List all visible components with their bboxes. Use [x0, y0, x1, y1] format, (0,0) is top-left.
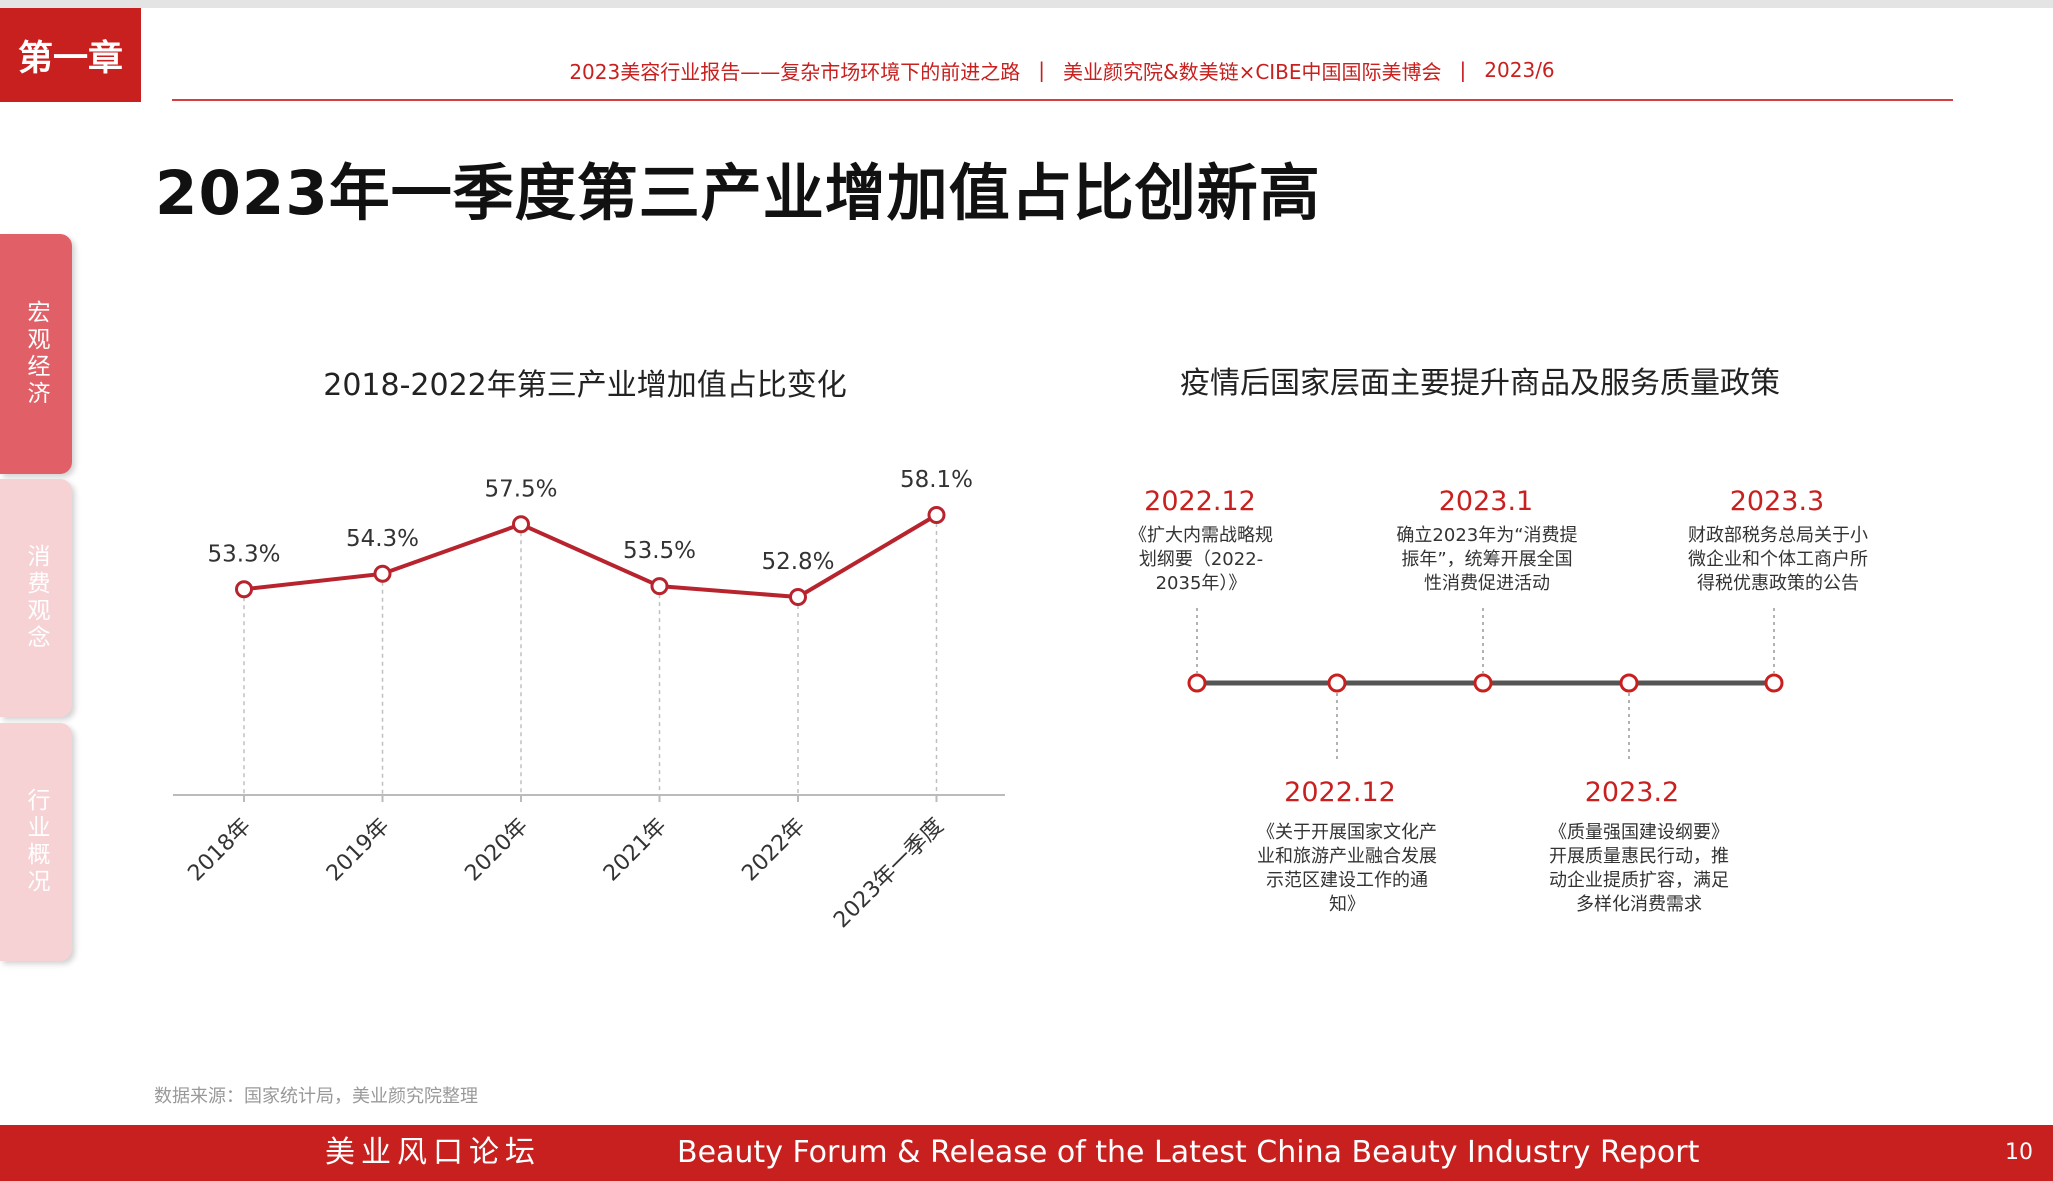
header-report: 2023美容行业报告——复杂市场环境下的前进之路 — [569, 59, 1021, 84]
timeline-description: 性消费促进活动 — [1424, 573, 1550, 594]
header-rule — [172, 99, 1953, 101]
timeline-date: 2023.1 — [1439, 486, 1533, 517]
header-separator: | — [1459, 58, 1467, 82]
top-strip — [0, 0, 2053, 8]
timeline-node — [1764, 673, 1784, 693]
timeline-description: 示范区建设工作的通 — [1266, 870, 1428, 891]
side-tab-industry-overview[interactable]: 行业概况 — [0, 723, 72, 961]
x-tick-label: 2020年 — [460, 814, 533, 887]
page-number: 10 — [2005, 1140, 2033, 1165]
data-point — [373, 564, 392, 583]
data-source-note: 数据来源：国家统计局，美业颜究院整理 — [154, 1086, 478, 1107]
x-tick-label: 2019年 — [322, 814, 395, 887]
timeline-description: 得税优惠政策的公告 — [1697, 573, 1859, 594]
timeline-description: 微企业和个体工商户所 — [1688, 549, 1868, 570]
data-label: 53.5% — [623, 538, 696, 564]
header-separator: | — [1038, 58, 1045, 82]
timeline-description: 动企业提质扩容，满足 — [1549, 870, 1729, 891]
timeline-node — [1619, 673, 1639, 693]
timeline-description: 确立2023年为“消费提 — [1396, 525, 1577, 546]
data-label: 57.5% — [484, 476, 557, 502]
timeline-description: 《关于开展国家文化产 — [1257, 822, 1437, 843]
header-org: 美业颜究院&数美链×CIBE中国国际美博会 — [1062, 59, 1442, 84]
footer-forum-name: 美业风口论坛 — [325, 1135, 541, 1170]
line-chart: 53.3% 2018年 54.3% 2019年 57.5% 2020年 53.5% 2021年… — [173, 467, 1005, 933]
timeline-node — [1327, 673, 1347, 693]
footer-english-title: Beauty Forum & Release of the Latest Chi… — [677, 1135, 1700, 1170]
page-title: 2023年一季度第三产业增加值占比创新高 — [155, 158, 1321, 229]
timeline-date: 2023.2 — [1585, 777, 1679, 808]
timeline-description: 业和旅游产业融合发展 — [1257, 846, 1437, 867]
timeline-description: 振年”，统筹开展全国 — [1401, 549, 1572, 570]
timeline-date: 2022.12 — [1284, 777, 1396, 808]
header-info: 2023美容行业报告——复杂市场环境下的前进之路 | 美业颜究院&数美链×CIB… — [172, 42, 1952, 98]
data-point — [789, 588, 807, 606]
timeline-description: 开展质量惠民行动，推 — [1549, 846, 1729, 867]
timeline-description: 2035年）》 — [1156, 573, 1247, 594]
data-point — [235, 580, 253, 599]
timeline-description: 多样化消费需求 — [1576, 894, 1702, 915]
data-point — [927, 506, 946, 524]
data-point — [650, 577, 669, 596]
timeline-title: 疫情后国家层面主要提升商品及服务质量政策 — [1180, 366, 1780, 401]
side-tab-macro-economy[interactable]: 宏观经济 — [0, 234, 72, 474]
x-tick-label: 2018年 — [183, 814, 256, 887]
timeline-node — [1187, 673, 1207, 693]
data-label: 52.8% — [761, 549, 834, 575]
timeline-description: 划纲要（2022- — [1139, 549, 1263, 570]
footer-bar: 美业风口论坛 Beauty Forum & Release of the Lat… — [0, 1125, 2053, 1181]
timeline-node — [1473, 673, 1493, 693]
x-tick-label: 2023年一季度 — [829, 814, 949, 934]
data-label: 54.3% — [346, 526, 419, 552]
x-tick-label: 2021年 — [599, 814, 672, 887]
series-line — [243, 513, 938, 599]
timeline-description: 《扩大内需战略规 — [1129, 525, 1273, 546]
side-tab-consumer-attitude[interactable]: 消费观念 — [0, 479, 72, 717]
chart-title: 2018-2022年第三产业增加值占比变化 — [323, 368, 847, 403]
data-label: 53.3% — [207, 541, 280, 567]
timeline-description: 知》 — [1329, 894, 1365, 915]
timeline-date: 2023.3 — [1730, 486, 1824, 517]
data-label: 58.1% — [900, 467, 973, 493]
x-tick-label: 2022年 — [737, 814, 810, 887]
data-point — [512, 515, 530, 534]
timeline-description: 财政部税务总局关于小 — [1688, 525, 1868, 546]
timeline-date: 2022.12 — [1144, 486, 1256, 517]
chapter-tag: 第一章 — [0, 8, 141, 102]
timeline-description: 《质量强国建设纲要》 — [1549, 822, 1729, 843]
header-date: 2023/6 — [1484, 58, 1555, 82]
